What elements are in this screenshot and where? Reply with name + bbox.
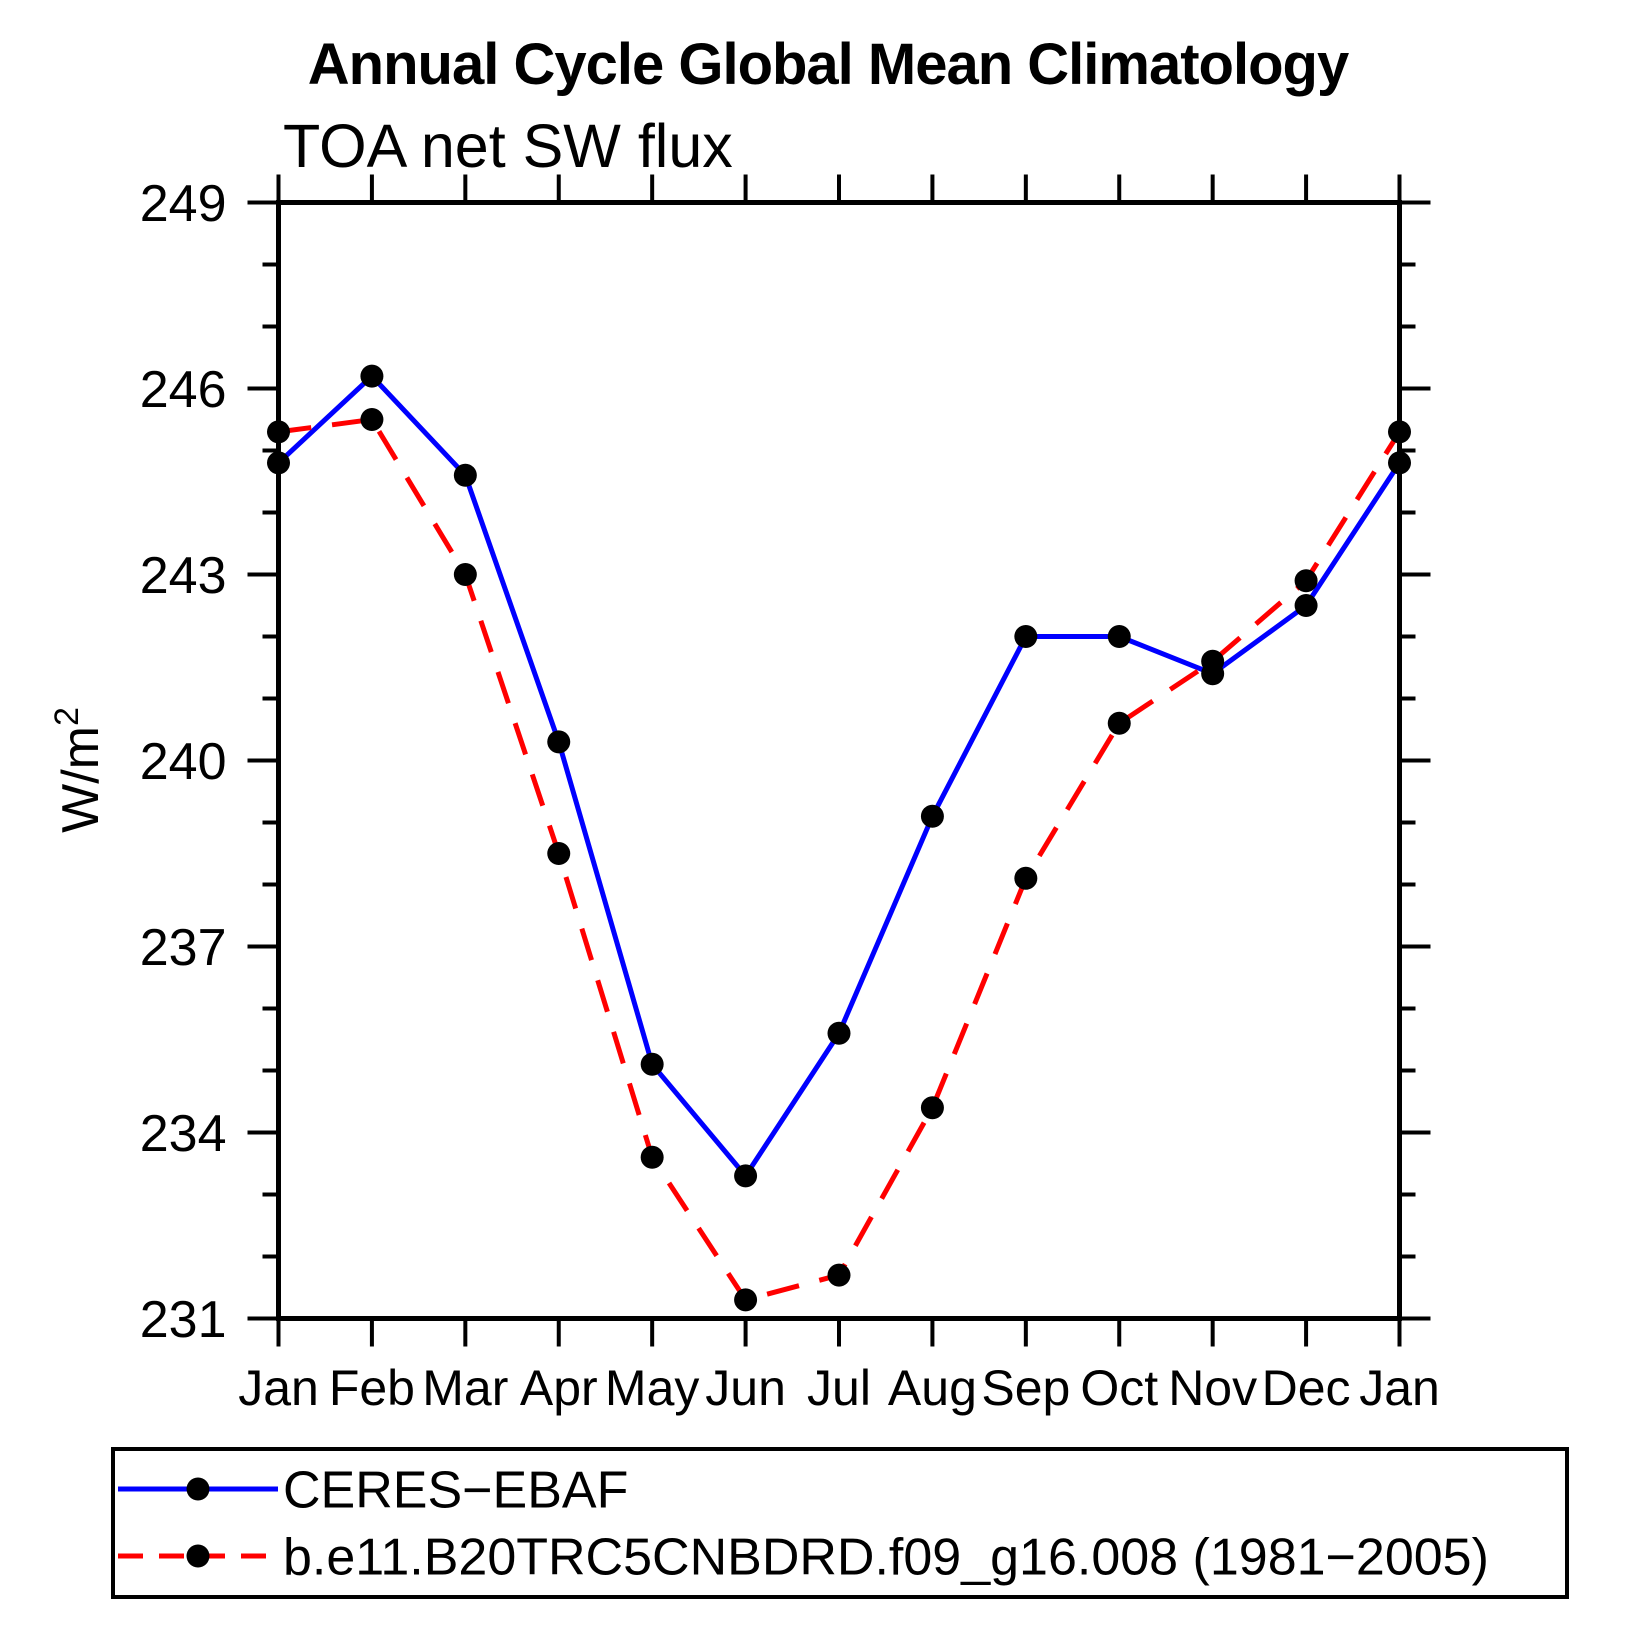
data-point-marker-0 — [1014, 625, 1038, 648]
y-tick-label: 249 — [140, 175, 227, 233]
axes: Jan Feb Mar Apr May Jun Jul Aug Sep Oct Nov Dec Jan2… — [140, 174, 1440, 1416]
data-point-marker-1 — [827, 1263, 851, 1287]
legend: CERES−EBAF b.e11.B20TRC5CNBDRD.f09_g16.0… — [111, 1447, 1569, 1599]
data-point-marker-0 — [267, 451, 290, 475]
data-point-marker-1 — [1201, 649, 1225, 673]
data-point-marker-1 — [267, 420, 290, 444]
data-point-marker-0 — [360, 364, 384, 388]
y-axis-title: W/m2 — [48, 707, 110, 833]
data-point-marker-0 — [453, 463, 477, 487]
data-point-marker-1 — [1107, 711, 1131, 735]
x-tick-label: Jun — [705, 1360, 786, 1416]
legend-box — [111, 1447, 1569, 1599]
y-axis-title-base: W/m — [52, 726, 110, 833]
series-line-0 — [276, 372, 1402, 1181]
x-tick-label: Jan — [1359, 1360, 1440, 1416]
data-point-marker-0 — [734, 1164, 758, 1188]
y-tick-label: 246 — [140, 361, 227, 419]
y-tick-label: 237 — [140, 919, 227, 977]
y-axis-title-exponent: 2 — [48, 707, 86, 726]
data-point-marker-0 — [547, 730, 571, 754]
x-tick-label: Jul — [807, 1360, 871, 1416]
data-point-marker-0 — [1107, 625, 1131, 648]
series-line-1 — [278, 416, 1402, 1303]
x-tick-label: Nov — [1168, 1360, 1257, 1416]
chart-subtitle: TOA net SW flux — [283, 112, 733, 180]
data-point-marker-1 — [360, 408, 384, 431]
x-tick-label: Feb — [329, 1360, 415, 1416]
y-tick-label: 240 — [140, 733, 227, 791]
data-point-marker-0 — [640, 1052, 664, 1076]
legend-marker-model — [186, 1544, 210, 1568]
data-point-marker-1 — [1014, 866, 1038, 890]
legend-label-model: b.e11.B20TRC5CNBDRD.f09_g16.008 (1981−20… — [283, 1529, 1489, 1587]
y-tick-label: 231 — [140, 1291, 227, 1349]
x-tick-label: Jan — [238, 1360, 319, 1416]
x-tick-label: Sep — [981, 1360, 1070, 1416]
x-tick-label: May — [605, 1360, 699, 1416]
data-point-marker-1 — [1294, 569, 1318, 593]
data-point-marker-1 — [734, 1288, 758, 1312]
plot-frame — [276, 200, 1402, 1321]
data-point-marker-1 — [640, 1145, 664, 1169]
data-point-marker-1 — [920, 1096, 944, 1120]
data-point-marker-0 — [827, 1021, 851, 1045]
x-tick-label: Dec — [1262, 1360, 1351, 1416]
data-point-marker-1 — [453, 563, 477, 586]
data-point-marker-0 — [1294, 594, 1318, 617]
chart-title: Annual Cycle Global Mean Climatology — [308, 32, 1349, 97]
data-point-marker-1 — [547, 842, 571, 865]
data-point-marker-0 — [920, 804, 944, 828]
data-point-marker-0 — [1388, 451, 1411, 475]
x-tick-label: Aug — [888, 1360, 977, 1416]
x-tick-label: Apr — [520, 1360, 598, 1416]
data-point-marker-1 — [1388, 420, 1411, 444]
y-tick-label: 243 — [140, 547, 227, 605]
y-tick-label: 234 — [140, 1105, 227, 1163]
legend-marker-ceres — [186, 1477, 210, 1501]
x-tick-label: Oct — [1080, 1360, 1158, 1416]
legend-label-ceres: CERES−EBAF — [283, 1462, 628, 1520]
data-series — [267, 364, 1411, 1312]
x-tick-label: Mar — [422, 1360, 508, 1416]
